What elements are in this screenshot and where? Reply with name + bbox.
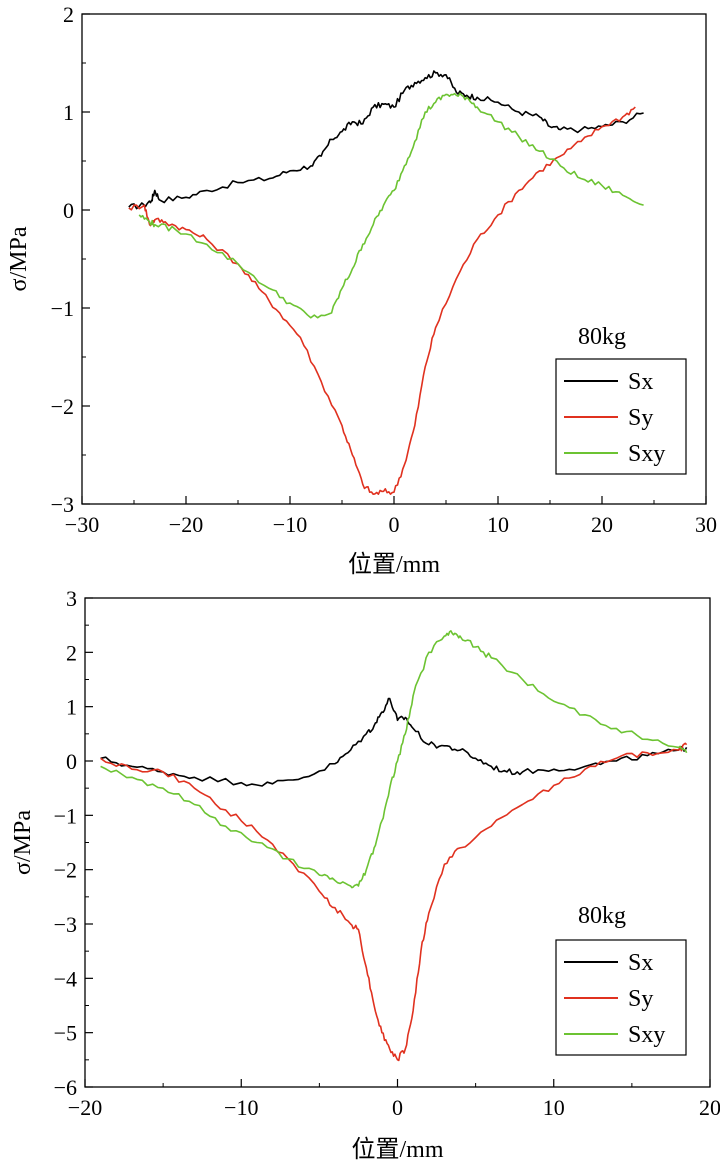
load-annotation: 80kg xyxy=(578,324,626,350)
y-tick-label: −1 xyxy=(54,803,77,828)
legend-label-sx: Sx xyxy=(628,950,653,976)
x-axis-title: 位置/mm xyxy=(348,551,440,578)
y-tick-label: 2 xyxy=(66,640,77,665)
chart-top: −30 −20 −10 0 10 20 30−3−2−1012位置/mmσ/MPa80kgS… xyxy=(6,2,717,578)
x-tick-label: 0 xyxy=(392,1095,403,1120)
x-tick-label: 10 xyxy=(543,1095,565,1120)
y-tick-label: 0 xyxy=(66,749,77,774)
y-tick-label: −2 xyxy=(51,394,74,419)
x-tick-label: 10 xyxy=(487,512,509,537)
y-tick-label: 3 xyxy=(66,586,77,611)
y-tick-label: −6 xyxy=(54,1075,77,1100)
y-axis-title: σ/MPa xyxy=(10,810,36,875)
x-tick-label: 20 xyxy=(699,1095,720,1120)
y-tick-label: 1 xyxy=(66,695,77,720)
y-tick-label: 1 xyxy=(63,100,74,125)
series-line-sy xyxy=(100,742,688,1062)
series-line-sy xyxy=(128,106,636,495)
x-axis-title: 位置/mm xyxy=(351,1136,443,1163)
y-tick-label: 0 xyxy=(63,198,74,223)
series-line-sxy xyxy=(100,630,688,889)
x-tick-label: −20 xyxy=(169,512,203,537)
y-tick-label: −3 xyxy=(51,492,74,517)
x-tick-label: 30 xyxy=(695,512,717,537)
x-tick-label: −30 xyxy=(65,512,99,537)
x-tick-label: 0 xyxy=(389,512,400,537)
chart-bottom: −20 −10 0 10 20−6−5−4−3−2−10123位置/mmσ/MPa80k… xyxy=(10,586,720,1163)
y-tick-label: −2 xyxy=(54,858,77,883)
load-annotation: 80kg xyxy=(578,903,626,929)
series-line-sx xyxy=(128,70,644,210)
legend-label-sxy: Sxy xyxy=(628,1022,665,1048)
legend-label-sy: Sy xyxy=(628,986,653,1012)
legend-label-sx: Sx xyxy=(628,369,653,395)
x-tick-label: −10 xyxy=(273,512,307,537)
x-tick-label: −10 xyxy=(224,1095,258,1120)
y-tick-label: −4 xyxy=(54,966,77,991)
legend-label-sxy: Sxy xyxy=(628,441,665,467)
series-line-sxy xyxy=(138,92,644,319)
legend-label-sy: Sy xyxy=(628,405,653,431)
y-axis-title: σ/MPa xyxy=(6,226,32,291)
y-tick-label: 2 xyxy=(63,2,74,27)
y-tick-label: −5 xyxy=(54,1021,77,1046)
x-tick-label: −20 xyxy=(68,1095,102,1120)
y-tick-label: −1 xyxy=(51,296,74,321)
series-line-sx xyxy=(100,697,688,787)
x-tick-label: 20 xyxy=(591,512,613,537)
y-tick-label: −3 xyxy=(54,912,77,937)
